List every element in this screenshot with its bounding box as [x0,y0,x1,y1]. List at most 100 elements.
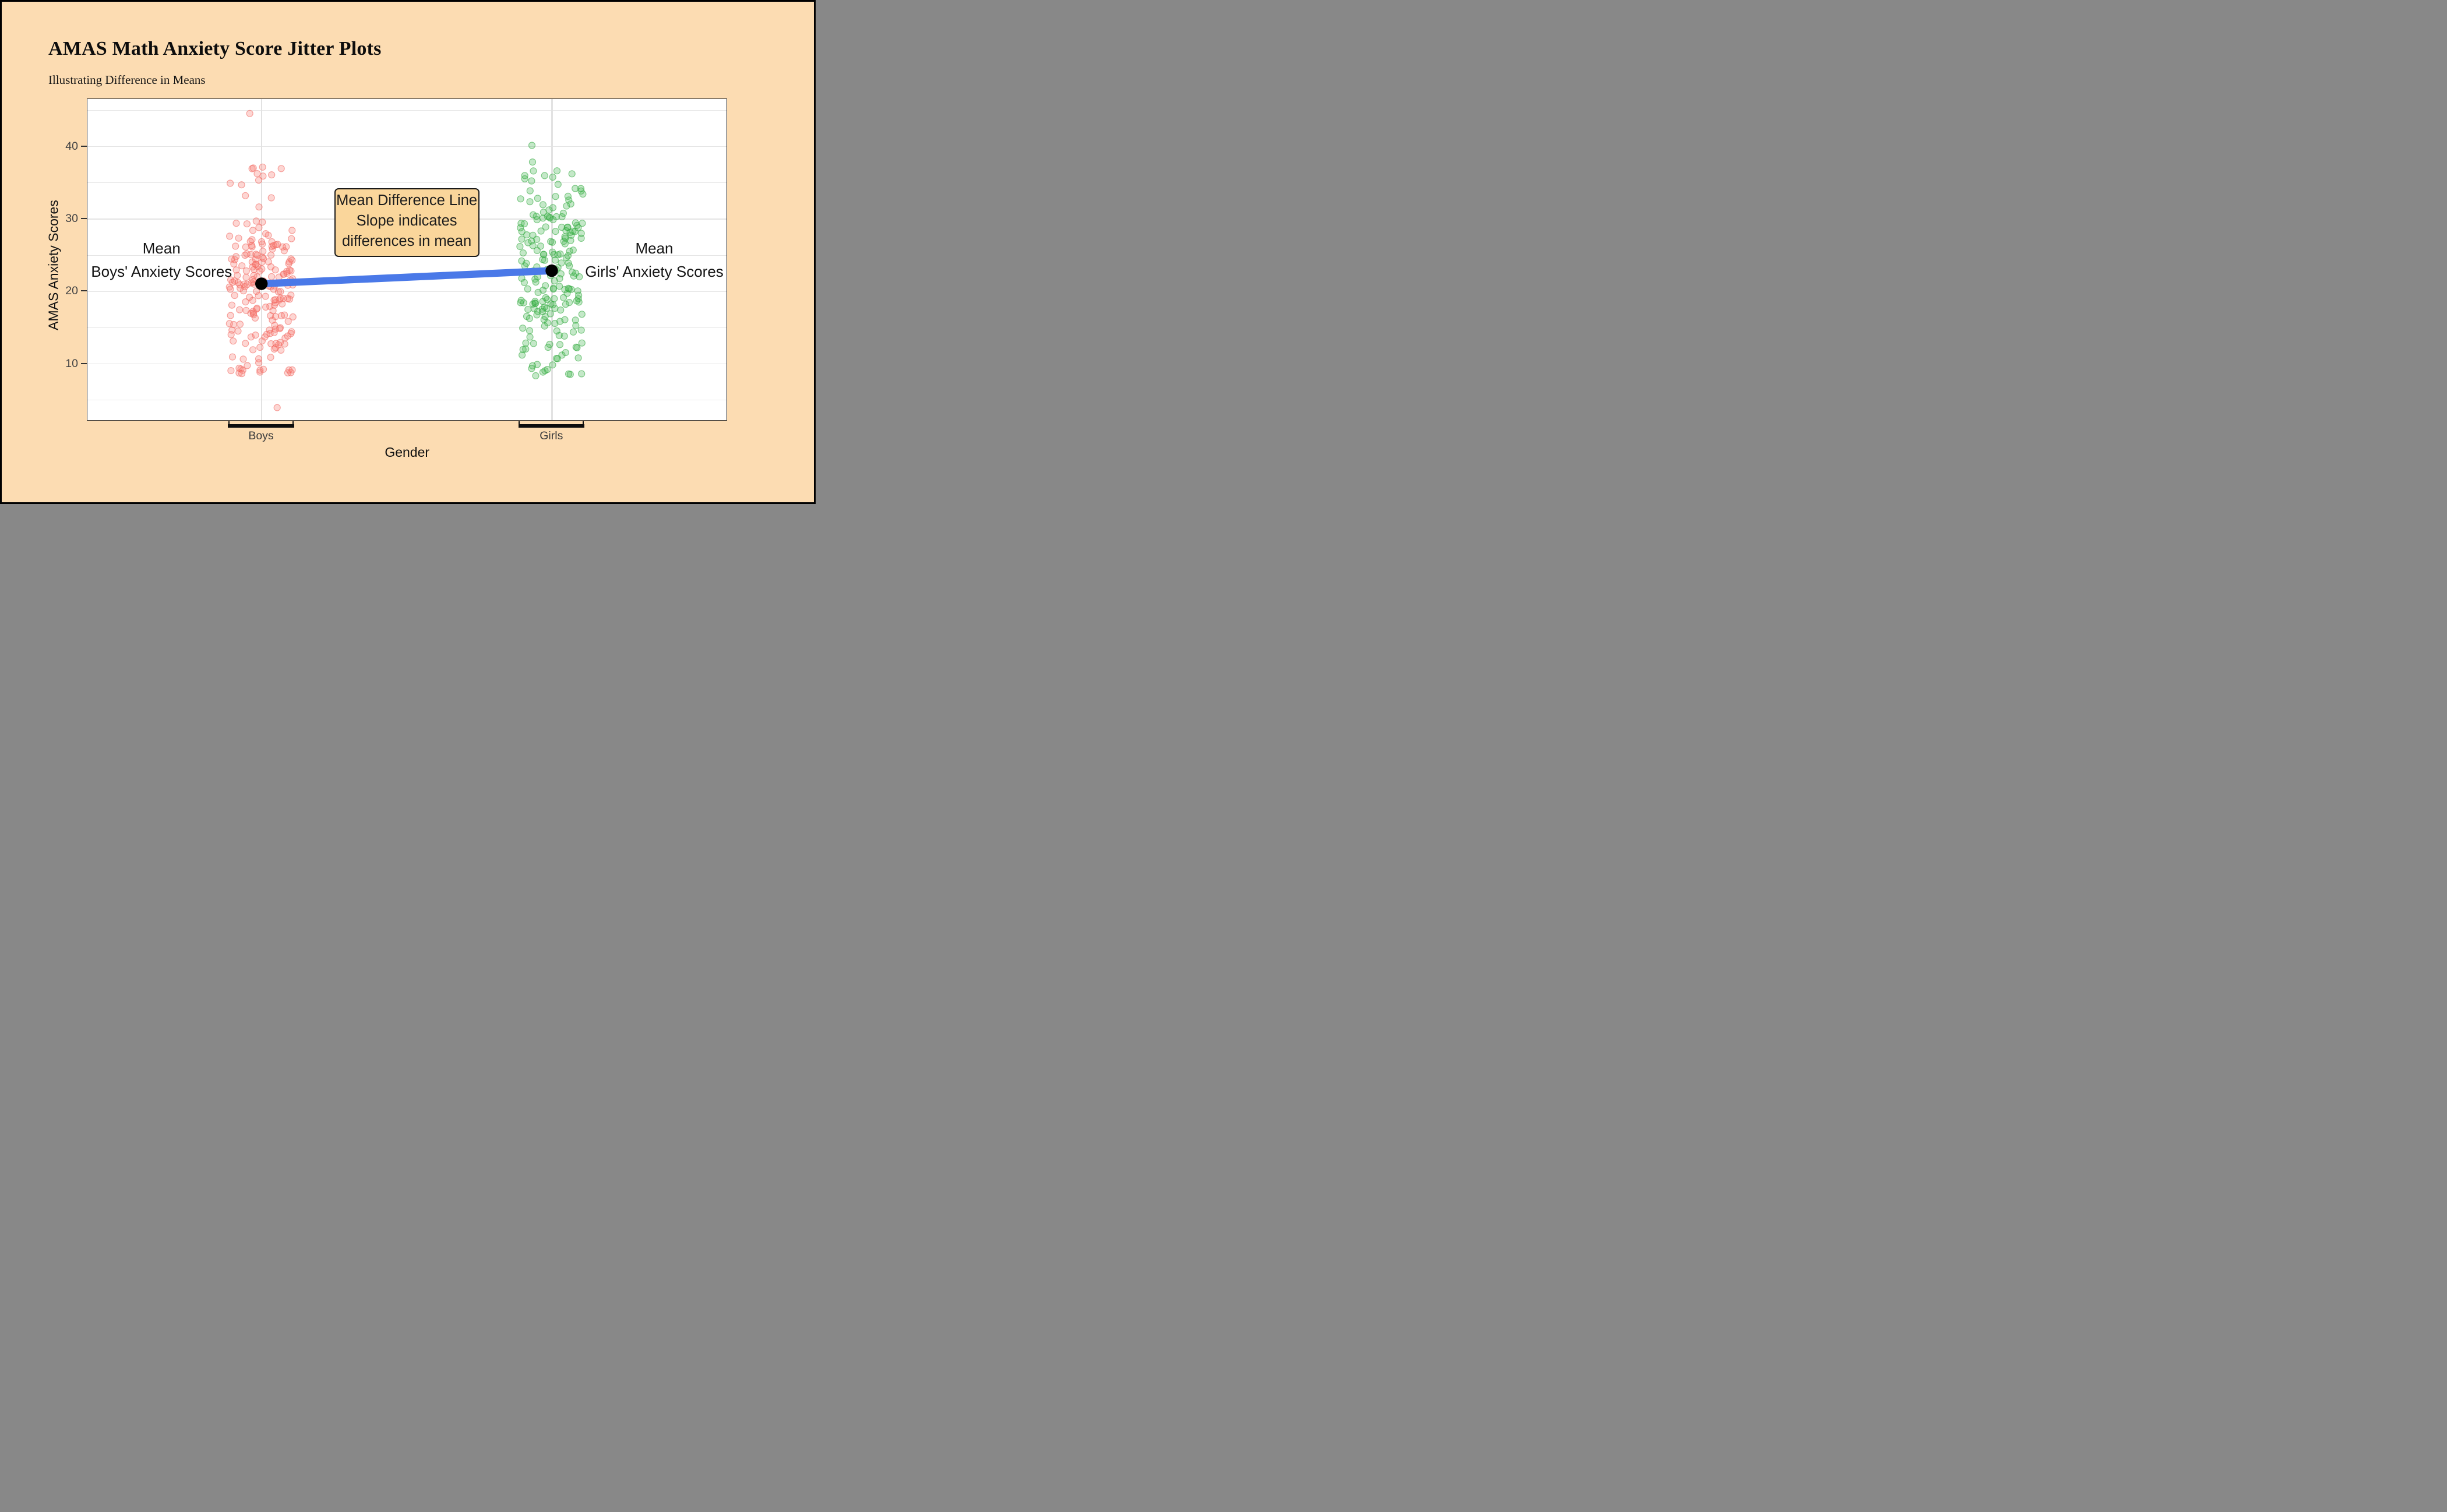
jitter-point-boys [232,266,240,274]
jitter-point-boys [235,234,242,242]
jitter-point-girls [541,322,549,330]
jitter-point-boys [285,366,293,373]
jitter-point-girls [572,316,580,324]
jitter-point-boys [288,226,296,234]
jitter-point-boys [242,273,250,281]
mean-boys-label-line1: Mean [142,239,181,257]
jitter-point-girls [524,285,532,292]
jitter-point-boys [249,258,256,266]
jitter-point-boys [270,345,278,353]
jitter-point-girls [552,256,559,264]
jitter-point-boys [272,266,279,273]
jitter-point-girls [526,327,534,334]
jitter-point-girls [540,316,548,323]
jitter-point-boys [242,306,250,314]
jitter-point-girls [530,167,537,175]
jitter-point-girls [562,234,569,242]
jitter-point-boys [243,250,251,258]
jitter-point-girls [528,142,536,149]
jitter-point-boys [262,303,270,311]
jitter-point-boys [227,366,235,374]
jitter-point-boys [267,251,275,259]
jitter-point-girls [573,297,581,305]
jitter-point-girls [519,324,527,332]
jitter-point-boys [289,313,297,320]
jitter-point-girls [532,372,540,379]
jitter-point-girls [534,288,542,296]
jitter-point-girls [526,333,534,341]
jitter-point-girls [549,173,557,181]
jitter-point-girls [521,279,528,286]
jitter-points-layer [225,110,587,411]
jitter-point-girls [528,177,535,185]
jitter-point-girls [567,200,575,207]
chart-title: AMAS Math Anxiety Score Jitter Plots [48,38,382,59]
jitter-point-girls [568,170,576,178]
jitter-point-girls [517,297,525,304]
jitter-point-girls [569,246,577,253]
jitter-point-boys [250,272,258,279]
jitter-point-girls [577,326,586,334]
jitter-point-boys [248,279,255,287]
y-tick-label-30: 30 [65,212,78,225]
y-axis-title: AMAS Anxiety Scores [45,200,61,330]
chart-subtitle: Illustrating Difference in Means [48,73,206,87]
jitter-point-boys [226,232,234,240]
jitter-point-boys [249,164,258,172]
jitter-point-girls [556,250,564,258]
jitter-point-girls [531,297,539,305]
jitter-point-boys [277,339,284,346]
jitter-point-girls [542,281,549,290]
jitter-point-girls [561,316,569,323]
jitter-point-boys [236,306,244,313]
jitter-point-boys [268,273,276,280]
jitter-point-girls [529,231,537,239]
jitter-point-girls [526,187,534,195]
jitter-point-boys [253,170,261,177]
callout-line2: Slope indicates [356,213,457,230]
jitter-point-boys [288,235,295,242]
jitter-point-boys [252,217,260,225]
jitter-point-girls [551,319,559,327]
jitter-point-girls [530,305,538,312]
jitter-point-girls [573,344,581,351]
jitter-point-girls [552,192,559,200]
minor-gridline-y-35 [87,182,727,184]
jitter-point-girls [537,242,545,250]
jitter-point-boys [241,283,249,290]
callout-line3: differences in mean [342,233,472,250]
jitter-point-boys [256,267,264,274]
jitter-point-boys [267,353,274,361]
jitter-point-boys [249,226,257,234]
jitter-point-boys [227,179,234,187]
jitter-point-girls [551,304,559,312]
jitter-point-girls [572,322,580,329]
jitter-point-girls [529,158,537,165]
x-category-label-boys: Boys [248,429,274,442]
jitter-point-girls [578,339,586,347]
jitter-point-boys [227,330,235,339]
jitter-point-boys [252,331,259,339]
jitter-point-girls [560,209,567,217]
jitter-point-boys [272,295,280,303]
jitter-point-girls [577,185,585,192]
jitter-point-boys [252,250,260,258]
jitter-point-boys [248,241,256,249]
jitter-point-girls [566,298,573,306]
jitter-point-boys [261,333,269,341]
jitter-point-girls [539,255,546,263]
jitter-point-boys [268,171,276,178]
y-tick-mark-10 [80,362,87,364]
mean-point-girls [545,264,558,277]
jitter-point-girls [523,259,530,267]
jitter-point-boys [227,312,235,319]
jitter-point-boys [242,298,249,305]
jitter-point-girls [562,300,570,308]
jitter-point-girls [562,348,570,356]
jitter-point-boys [260,365,267,373]
mean-boys-label: Mean Boys' Anxiety Scores [62,237,260,283]
y-tick-mark-30 [80,217,87,220]
jitter-point-girls [520,249,527,256]
jitter-point-boys [225,319,234,327]
x-category-label-girls: Girls [540,429,563,442]
